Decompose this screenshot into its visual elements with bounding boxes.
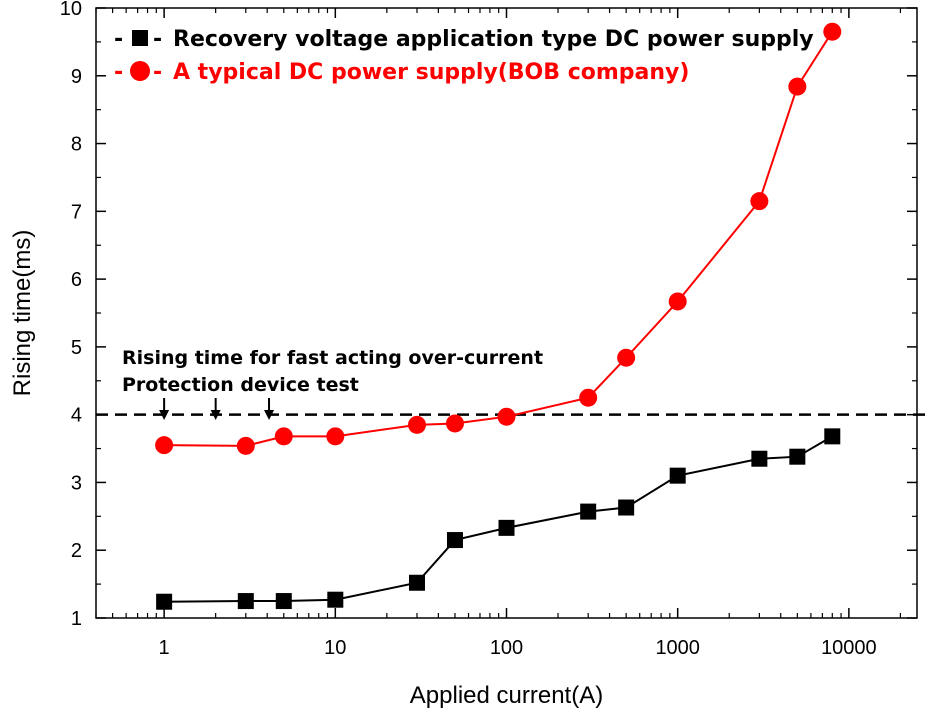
data-point-circle <box>155 436 174 455</box>
annotation-arrow-head <box>210 410 221 420</box>
legend-circle-marker <box>130 61 150 81</box>
data-point-square <box>275 593 292 610</box>
y-tick-label: 1 <box>71 608 82 630</box>
x-tick-label: 1 <box>159 637 170 659</box>
x-tick-label: 100 <box>490 637 523 659</box>
data-point-circle <box>750 192 769 211</box>
data-point-square <box>156 593 173 610</box>
data-point-circle <box>823 22 842 41</box>
legend: - - Recovery voltage application type DC… <box>114 27 814 85</box>
data-point-circle <box>407 415 426 434</box>
x-tick-label: 10000 <box>821 637 877 659</box>
annotation-arrows <box>159 398 275 420</box>
data-point-square <box>580 503 597 520</box>
data-point-square <box>618 499 635 516</box>
legend-item-typical: - - A typical DC power supply(BOB compan… <box>114 60 689 85</box>
data-point-circle <box>579 388 598 407</box>
legend-item-recovery: - - Recovery voltage application type DC… <box>114 27 814 52</box>
legend-dash: - <box>114 60 123 85</box>
data-point-square <box>327 591 344 608</box>
x-tick-label: 1000 <box>655 637 700 659</box>
data-point-circle <box>668 292 687 311</box>
y-tick-label: 4 <box>71 405 82 427</box>
y-tick-label: 7 <box>71 201 82 223</box>
series-typical <box>155 22 842 455</box>
y-tick-label: 8 <box>71 134 82 156</box>
annotation: Rising time for fast acting over-current… <box>122 347 543 420</box>
data-point-circle <box>326 427 345 446</box>
x-tick-label: 10 <box>324 637 346 659</box>
annotation-line-1: Rising time for fast acting over-current <box>122 347 543 369</box>
data-point-square <box>446 532 463 549</box>
legend-label-recovery: Recovery voltage application type DC pow… <box>173 27 814 52</box>
y-tick-label: 10 <box>60 0 82 20</box>
y-tick-label: 5 <box>71 337 82 359</box>
data-point-square <box>824 428 841 445</box>
data-point-square <box>751 450 768 467</box>
data-point-square <box>408 574 425 591</box>
data-point-square <box>669 467 686 484</box>
legend-dash: - <box>153 27 162 52</box>
legend-label-typical: A typical DC power supply(BOB company) <box>173 60 689 85</box>
y-axis: 1 2 3 4 5 6 7 8 9 10 <box>60 0 917 630</box>
legend-square-marker <box>132 30 148 46</box>
data-point-circle <box>617 348 636 367</box>
series-line <box>164 435 833 603</box>
x-axis: 1 10 100 1000 10000 <box>159 8 877 659</box>
data-point-square <box>498 519 515 536</box>
data-point-square <box>237 593 254 610</box>
series-layer <box>155 22 842 610</box>
data-point-circle <box>274 427 293 446</box>
data-point-circle <box>788 77 807 96</box>
y-tick-label: 6 <box>71 269 82 291</box>
y-tick-label: 9 <box>71 66 82 88</box>
y-tick-label: 2 <box>71 540 82 562</box>
x-axis-title: Applied current(A) <box>410 682 603 709</box>
y-axis-title: Rising time(ms) <box>9 230 36 397</box>
data-point-square <box>789 448 806 465</box>
legend-dash: - <box>114 27 123 52</box>
data-point-circle <box>497 407 516 426</box>
data-point-circle <box>445 414 464 433</box>
legend-dash: - <box>153 60 162 85</box>
annotation-arrow-head <box>159 410 170 420</box>
annotation-line-2: Protection device test <box>122 374 359 396</box>
minor-ticks <box>95 8 917 618</box>
annotation-arrow-head <box>264 410 275 420</box>
data-point-circle <box>236 436 255 455</box>
series-recovery <box>156 428 841 610</box>
y-tick-label: 3 <box>71 472 82 494</box>
